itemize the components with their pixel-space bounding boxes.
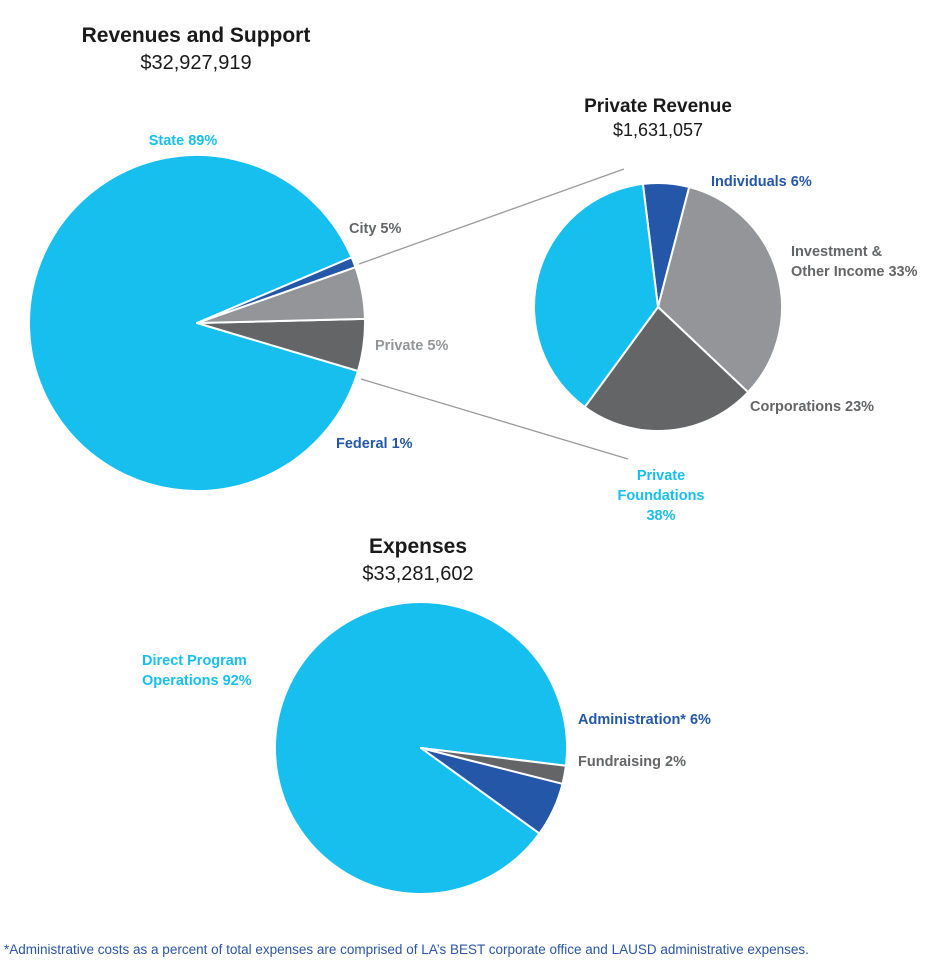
slice-label-administration-6: Administration* 6% (578, 712, 711, 728)
revenues-title: Revenues and Support (82, 24, 311, 47)
slice-labels: State 89% City 5% Private 5% Federal 1% Indi… (142, 133, 918, 770)
slice-label-corporations-23: Corporations 23% (750, 399, 874, 415)
pie-slice-investment-other-income-33 (657, 186, 783, 394)
expenses-pie (274, 601, 568, 895)
pie-slice-federal-1 (196, 256, 357, 324)
slice-label-city-5: City 5% (349, 221, 401, 237)
connector-line-bottom (360, 378, 629, 460)
footnote: *Administrative costs as a percent of to… (4, 942, 809, 957)
slice-label-investment-other-income-33: Investment & Other Income 33% (791, 244, 918, 280)
slice-label-private-foundations-38: Private Foundations 38% (618, 468, 705, 524)
pie-slice-fundraising-2 (420, 747, 567, 785)
revenues-total: $32,927,919 (140, 52, 251, 74)
slice-label-private-5: Private 5% (375, 338, 448, 354)
pie-slice-private-foundations-38 (533, 182, 659, 409)
expenses-title: Expenses (369, 535, 467, 558)
slice-label-fundraising-2: Fundraising 2% (578, 754, 686, 770)
slice-label-individuals-6: Individuals 6% (711, 174, 812, 190)
slice-label-direct-program-operations-92: Direct Program Operations 92% (142, 653, 252, 689)
private-revenue-pie (533, 181, 783, 432)
slice-label-state-89: State 89% (149, 133, 218, 149)
revenues-pie (28, 154, 366, 493)
expenses-total: $33,281,602 (362, 563, 473, 585)
slice-label-federal-1: Federal 1% (336, 436, 413, 452)
pie-slice-corporations-23 (583, 306, 750, 432)
connector-line-top (358, 168, 625, 265)
private-revenue-title: Private Revenue (584, 96, 732, 117)
private-revenue-total: $1,631,057 (613, 120, 703, 140)
pie-slice-state-89 (28, 154, 359, 493)
